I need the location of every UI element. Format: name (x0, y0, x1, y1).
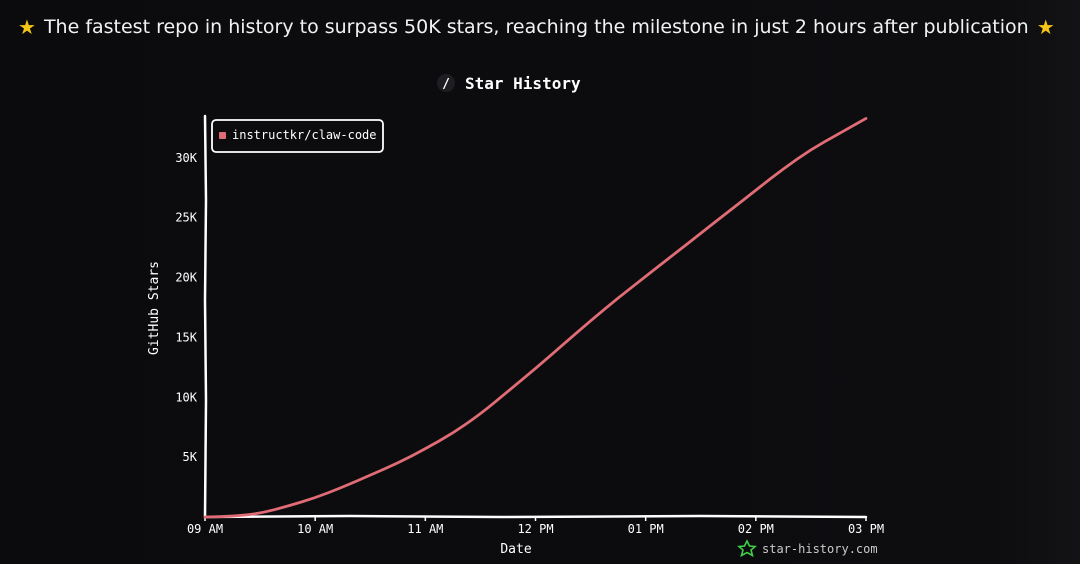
headline-text: The fastest repo in history to surpass 5… (43, 16, 1029, 38)
x-tick-label: 03 PM (848, 522, 884, 536)
chart-title-text: Star History (465, 74, 581, 93)
x-tick-label: 09 AM (187, 522, 223, 536)
chart-title: / Star History (437, 74, 581, 93)
legend-label: instructkr/claw-code (232, 128, 377, 142)
x-axis-title: Date (500, 542, 531, 557)
slash-icon: / (442, 77, 450, 92)
star-emoji-icon: ★ (18, 15, 36, 39)
legend: instructkr/claw-code (211, 119, 384, 153)
x-tick-label: 01 PM (628, 522, 664, 536)
y-tick-label: 15K (175, 330, 197, 344)
y-axis-ticks: 5K 10K 15K 20K 25K 30K (175, 151, 197, 464)
star-emoji-icon: ★ (1036, 15, 1055, 39)
y-tick-label: 30K (175, 151, 197, 165)
series-line-instructkr-claw-code (203, 117, 868, 519)
y-axis (203, 114, 208, 519)
y-tick-label: 5K (183, 450, 198, 464)
y-tick-label: 25K (175, 211, 197, 225)
x-tick-label: 12 PM (517, 522, 553, 536)
slash-icon-bg (437, 74, 455, 92)
watermark-text: star-history.com (762, 542, 878, 556)
y-tick-label: 20K (175, 271, 197, 285)
x-axis-ticks: 09 AM 10 AM 11 AM 12 PM 01 PM 02 PM 03 PM (187, 517, 884, 536)
x-tick-label: 10 AM (297, 522, 333, 536)
watermark: star-history.com (737, 539, 878, 558)
headline: ★ The fastest repo in history to surpass… (18, 12, 1055, 42)
x-tick-label: 11 AM (407, 522, 443, 536)
x-axis (203, 514, 868, 519)
x-tick-label: 02 PM (738, 522, 774, 536)
y-tick-label: 10K (175, 390, 197, 404)
legend-swatch (219, 132, 226, 139)
y-axis-title: GitHub Stars (147, 261, 162, 355)
legend-box (211, 119, 384, 153)
star-history-logo-icon (737, 539, 757, 558)
